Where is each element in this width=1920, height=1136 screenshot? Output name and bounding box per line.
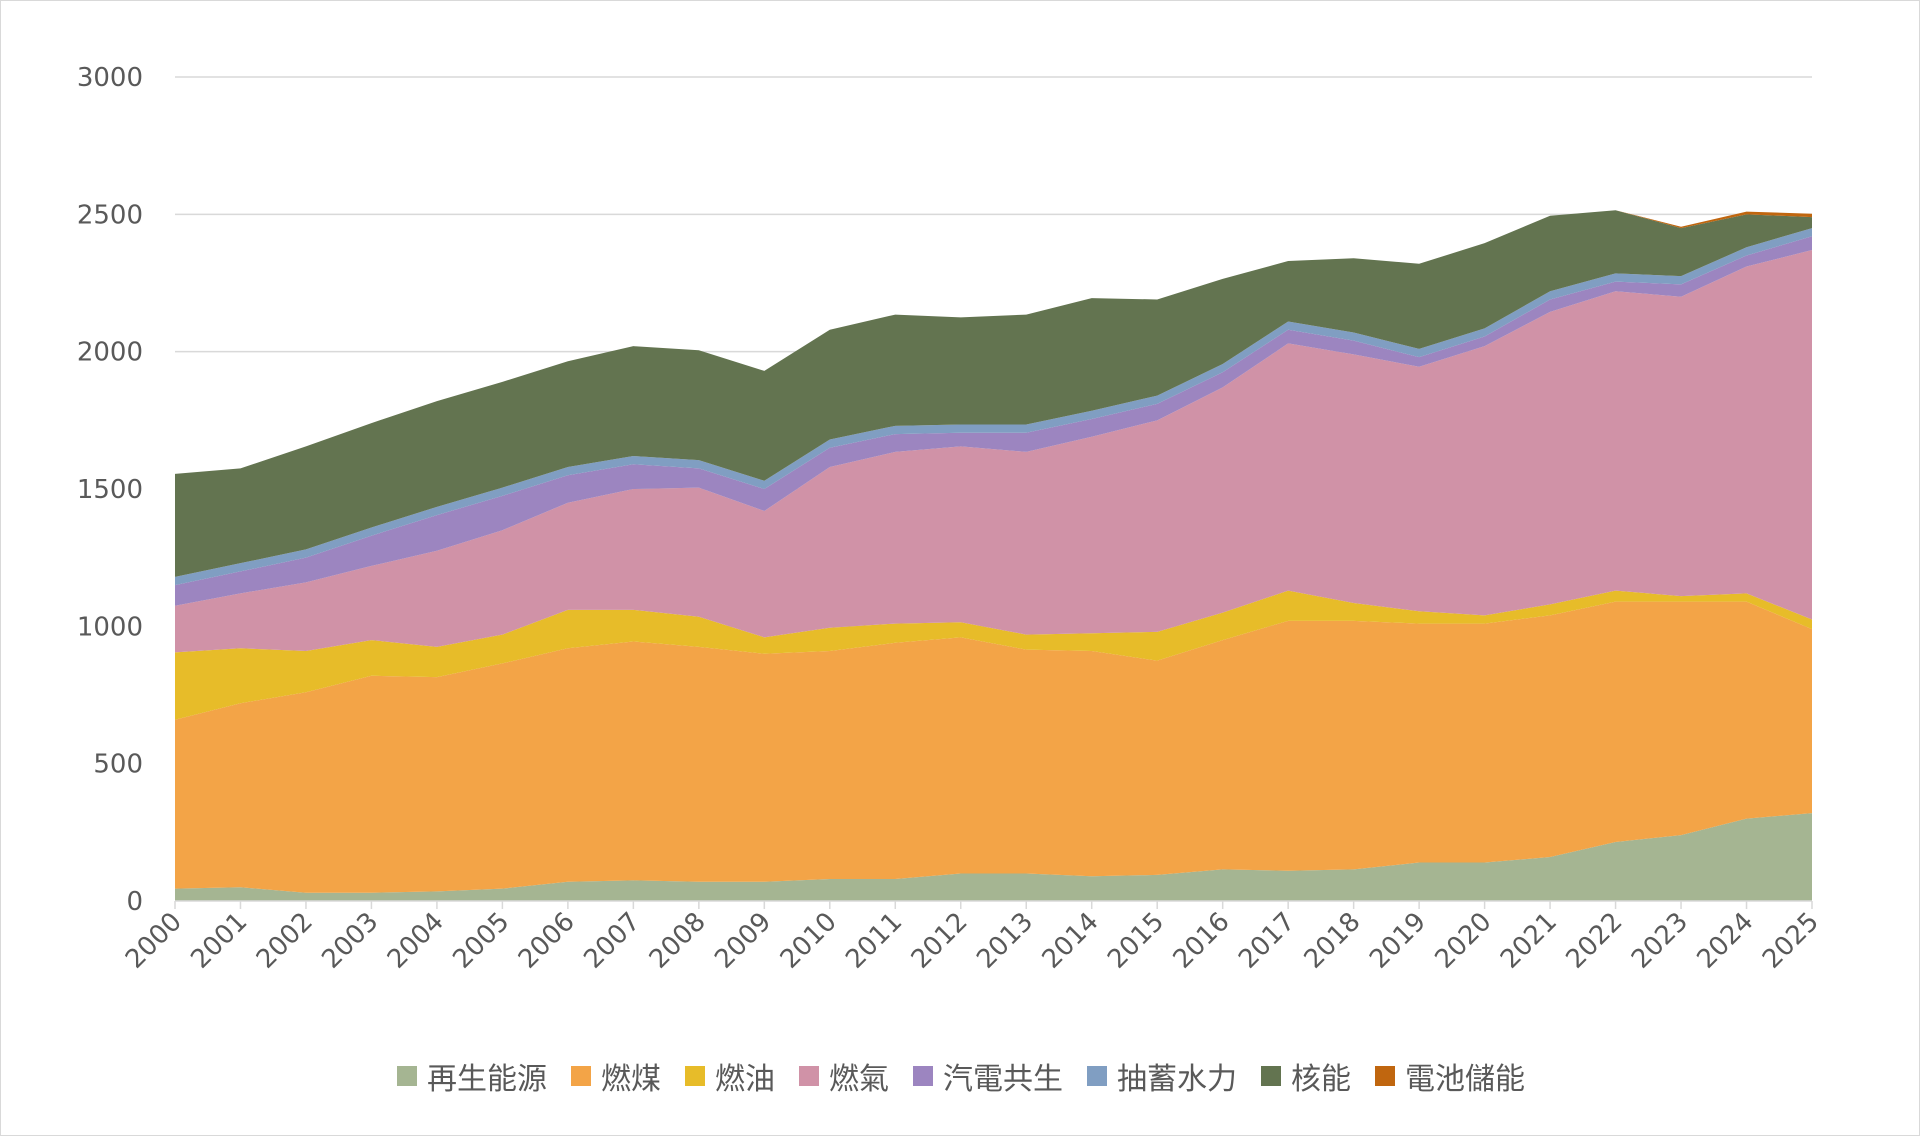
area-series-5	[175, 236, 1812, 606]
x-tick-label: 2007	[578, 907, 646, 975]
x-tick-label: 2011	[840, 907, 908, 975]
legend-item: 電池儲能	[1375, 1054, 1525, 1098]
x-tick-label: 2022	[1561, 907, 1629, 975]
legend-item: 核能	[1261, 1054, 1351, 1098]
y-tick-label: 2500	[77, 200, 143, 230]
legend-swatch	[799, 1066, 819, 1086]
x-tick-label: 2010	[775, 907, 843, 975]
legend-label: 再生能源	[427, 1062, 547, 1097]
legend-label: 抽蓄水力	[1117, 1062, 1237, 1097]
area-series-2	[175, 601, 1812, 893]
legend-label: 汽電共生	[943, 1062, 1063, 1097]
legend-swatch	[685, 1066, 705, 1086]
x-tick-label: 2005	[447, 907, 515, 975]
area-series-1	[175, 813, 1812, 901]
x-tick-label: 2025	[1757, 907, 1825, 975]
legend-label: 電池儲能	[1405, 1062, 1525, 1097]
x-tick-label: 2017	[1233, 907, 1301, 975]
x-tick-label: 2013	[971, 907, 1039, 975]
x-tick-label: 2003	[316, 907, 384, 975]
x-tick-label: 2004	[382, 907, 450, 975]
legend-swatch	[913, 1066, 933, 1086]
x-tick-label: 2002	[251, 907, 319, 975]
x-tick-label: 2019	[1364, 907, 1432, 975]
legend-label: 燃氣	[829, 1062, 889, 1097]
area-series-3	[175, 590, 1812, 720]
y-tick-label: 1500	[77, 475, 143, 505]
legend-item: 抽蓄水力	[1087, 1054, 1237, 1098]
legend-swatch	[1087, 1066, 1107, 1086]
legend-swatch	[397, 1066, 417, 1086]
legend-swatch	[1375, 1066, 1395, 1086]
legend-swatch	[1261, 1066, 1281, 1086]
x-tick-label: 2006	[513, 907, 581, 975]
area-series-4	[175, 250, 1812, 653]
stacked-area-chart: 0500100015002000250030002000200120022003…	[77, 63, 1825, 975]
x-tick-label: 2015	[1102, 907, 1170, 975]
legend-label: 燃煤	[601, 1062, 661, 1097]
x-tick-label: 2023	[1626, 907, 1694, 975]
x-tick-label: 2009	[709, 907, 777, 975]
area-series-7	[175, 210, 1812, 577]
area-series	[175, 210, 1812, 901]
y-tick-label: 1000	[77, 612, 143, 642]
y-tick-label: 3000	[77, 63, 143, 93]
legend-item: 燃煤	[571, 1054, 661, 1098]
x-tick-label: 2024	[1691, 907, 1759, 975]
legend-item: 再生能源	[397, 1054, 547, 1098]
x-tick-label: 2008	[644, 907, 712, 975]
x-tick-label: 2020	[1430, 907, 1498, 975]
x-tick-label: 2014	[1037, 907, 1105, 975]
legend-label: 燃油	[715, 1062, 775, 1097]
y-tick-label: 0	[126, 887, 143, 917]
legend: 再生能源 燃煤 燃油 燃氣 汽電共生 抽蓄水力 核能 電池儲能	[1, 1051, 1920, 1101]
y-tick-label: 500	[93, 750, 143, 780]
x-tick-label: 2016	[1168, 907, 1236, 975]
legend-swatch	[571, 1066, 591, 1086]
legend-item: 燃氣	[799, 1054, 889, 1098]
x-tick-label: 2018	[1299, 907, 1367, 975]
legend-label: 核能	[1291, 1062, 1351, 1097]
x-tick-label: 2012	[906, 907, 974, 975]
legend-item: 汽電共生	[913, 1054, 1063, 1098]
x-tick-label: 2001	[185, 907, 253, 975]
x-tick-label: 2021	[1495, 907, 1563, 975]
y-tick-label: 2000	[77, 338, 143, 368]
legend-item: 燃油	[685, 1054, 775, 1098]
